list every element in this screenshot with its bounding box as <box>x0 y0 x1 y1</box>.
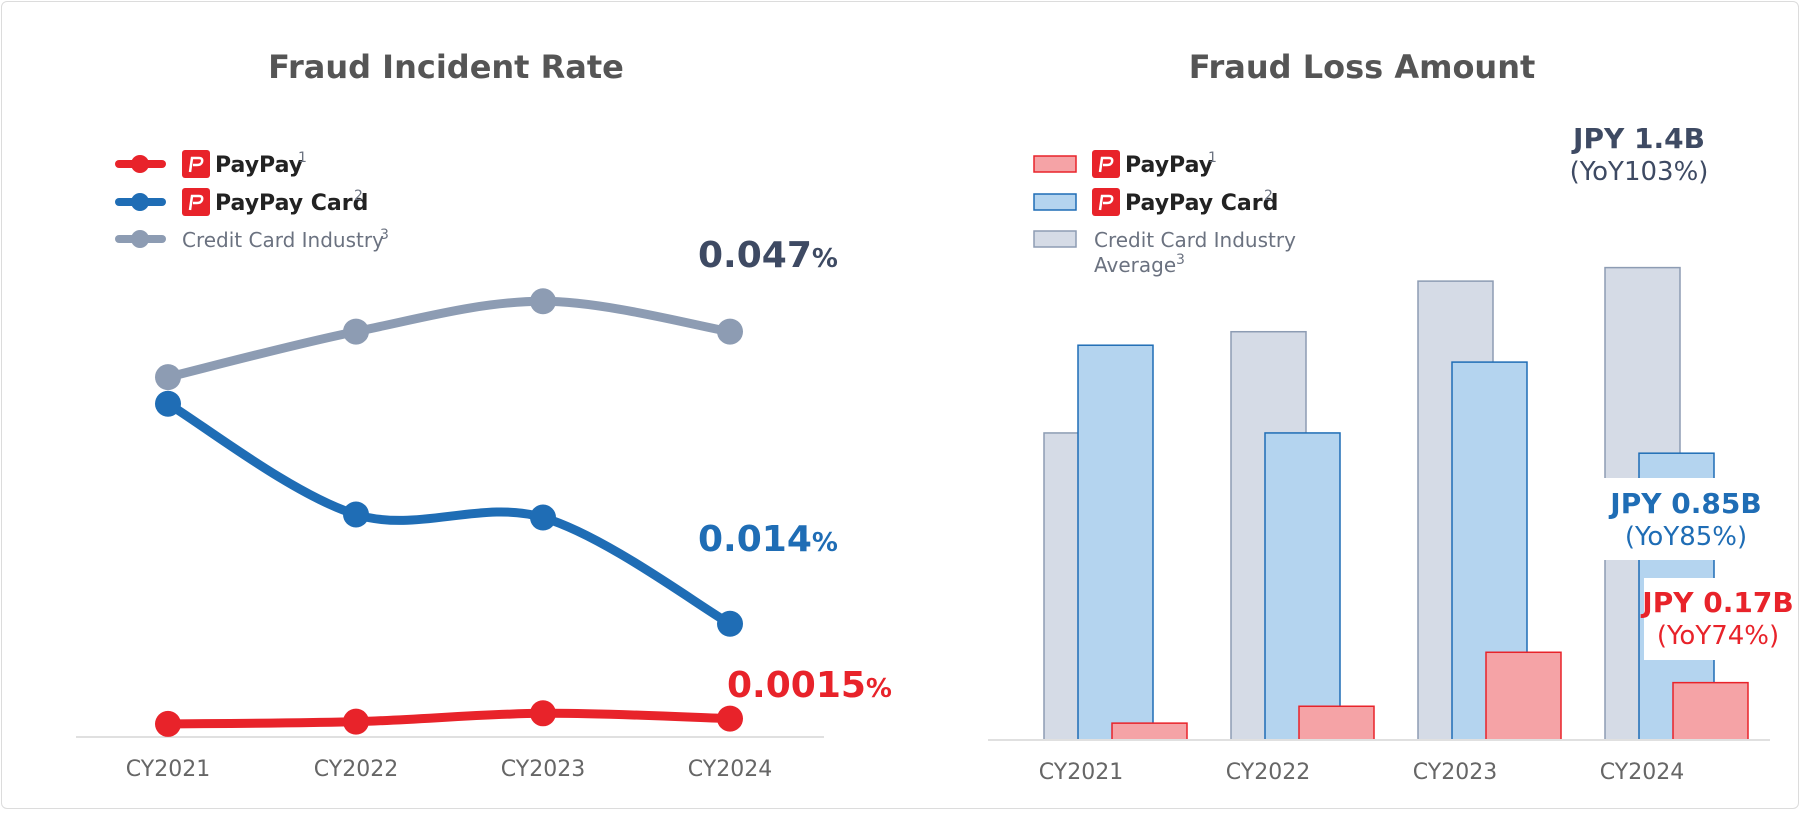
card-amount-yoy: (YoY85%) <box>1625 522 1747 552</box>
point-paypay-card-cy2021 <box>155 390 181 417</box>
legend-bar-label-paypay-card: PayPay Card <box>1125 191 1278 216</box>
bar-x-tick-cy2022: CY2022 <box>1226 760 1310 785</box>
legend-swatch-paypay-card <box>1033 193 1077 211</box>
legend-item-industry: Credit Card Industry 3 <box>115 227 389 252</box>
industry-amount-value: JPY 1.4B <box>1571 122 1705 155</box>
point-paypay-card-cy2024 <box>717 610 743 637</box>
incident-rate-title: Fraud Incident Rate <box>268 48 624 86</box>
legend-bar-label-paypay: PayPay <box>1125 153 1213 178</box>
legend-bar-label-industry: Credit Card Industry <box>1094 228 1296 252</box>
paypay-amount-label-bg <box>1644 578 1792 660</box>
bar-paypay-cy2022 <box>1298 705 1375 741</box>
card-amount-label-bg <box>1602 478 1770 560</box>
legend-label-paypay: PayPay <box>215 153 303 178</box>
x-tick-cy2021: CY2021 <box>126 757 210 782</box>
bar-paypay-cy2024 <box>1672 681 1749 741</box>
legend-marker-paypay-card <box>131 193 149 211</box>
value-label-card-rate: 0.014% <box>698 519 838 560</box>
legend-bar-label-industry-2: Average <box>1094 253 1176 277</box>
card-amount-value: JPY 0.85B <box>1608 487 1761 520</box>
point-credit-card-industry-cy2023 <box>530 288 556 315</box>
paypay-amount-value: JPY 0.17B <box>1640 586 1793 619</box>
incident-x-ticks: CY2021 CY2022 CY2023 CY2024 <box>126 757 772 782</box>
bar-paypay-card-cy2022 <box>1264 432 1341 741</box>
legend-swatch-paypay <box>1033 155 1077 173</box>
label-paypay-amount: JPY 0.17B (YoY74%) <box>1640 578 1794 660</box>
legend-marker-industry <box>131 230 149 248</box>
incident-legend: PayPay 1 PayPay Card 2 Credit Card Indus… <box>115 150 389 252</box>
point-credit-card-industry-cy2022 <box>343 318 369 345</box>
series-line-credit-card-industry <box>163 296 735 382</box>
point-credit-card-industry-cy2021 <box>155 364 181 391</box>
legend-item-paypay: PayPay 1 <box>115 150 307 178</box>
legend-swatch-industry <box>1033 230 1077 248</box>
legend-item-paypay-card: PayPay Card 2 <box>115 188 368 216</box>
x-tick-cy2023: CY2023 <box>501 757 585 782</box>
point-paypay-cy2023 <box>530 700 556 727</box>
paypay-rate-number: 0.0015 <box>727 665 866 706</box>
card-rate-percent: % <box>812 528 838 558</box>
point-paypay-card-cy2023 <box>530 504 556 531</box>
legend-marker-paypay <box>131 155 149 173</box>
loss-amount-title: Fraud Loss Amount <box>1189 48 1536 86</box>
legend-bar-sup-industry: 3 <box>1176 252 1185 268</box>
bar-paypay-card-cy2021 <box>1077 344 1154 741</box>
point-paypay-cy2024 <box>717 705 743 732</box>
paypay-rate-percent: % <box>866 674 892 704</box>
legend-label-paypay-card: PayPay Card <box>215 191 368 216</box>
value-label-paypay-rate: 0.0015% <box>727 665 892 706</box>
bar-paypay-cy2023 <box>1485 651 1562 741</box>
legend-sup-paypay-card: 2 <box>354 188 363 204</box>
paypay-logo-icon <box>182 188 210 216</box>
label-industry-amount: JPY 1.4B (YoY103%) <box>1570 122 1709 187</box>
legend-sup-paypay: 1 <box>298 150 307 166</box>
loss-amount-chart: Fraud Loss Amount PayPay 1 PayPay Card 2 <box>988 48 1794 785</box>
legend-bar-sup-paypay: 1 <box>1208 150 1217 166</box>
paypay-logo-icon <box>182 150 210 178</box>
legend-item-industry-bar: Credit Card Industry Average 3 <box>1033 228 1296 277</box>
label-card-amount: JPY 0.85B (YoY85%) <box>1602 478 1770 560</box>
point-paypay-cy2022 <box>343 708 369 735</box>
card-rate-number: 0.014 <box>698 519 812 560</box>
paypay-amount-yoy: (YoY74%) <box>1657 621 1779 651</box>
paypay-logo-icon <box>1092 188 1120 216</box>
bar-paypay-cy2021 <box>1111 722 1188 741</box>
industry-amount-yoy: (YoY103%) <box>1570 157 1709 187</box>
incident-series <box>155 288 743 737</box>
point-paypay-cy2021 <box>155 710 181 737</box>
x-tick-cy2022: CY2022 <box>314 757 398 782</box>
legend-label-industry: Credit Card Industry <box>182 228 384 252</box>
value-label-industry-rate: 0.047% <box>698 235 838 276</box>
point-credit-card-industry-cy2024 <box>717 318 743 345</box>
point-paypay-card-cy2022 <box>343 501 369 528</box>
legend-sup-industry: 3 <box>380 227 389 243</box>
loss-bars <box>1043 266 1749 741</box>
x-tick-cy2024: CY2024 <box>688 757 772 782</box>
series-line-paypay-card <box>163 399 735 629</box>
incident-rate-chart: Fraud Incident Rate PayPay 1 <box>76 48 892 782</box>
paypay-logo-icon <box>1092 150 1120 178</box>
industry-rate-percent: % <box>812 244 838 274</box>
loss-legend: PayPay 1 PayPay Card 2 Credit Card Indus… <box>1033 150 1296 277</box>
legend-item-paypay-bar: PayPay 1 <box>1033 150 1217 178</box>
bar-x-tick-cy2021: CY2021 <box>1039 760 1123 785</box>
bar-x-tick-cy2024: CY2024 <box>1600 760 1684 785</box>
loss-x-ticks: CY2021 CY2022 CY2023 CY2024 <box>1039 760 1684 785</box>
industry-rate-number: 0.047 <box>698 235 812 276</box>
legend-item-paypay-card-bar: PayPay Card 2 <box>1033 188 1278 216</box>
series-line-paypay <box>163 708 735 729</box>
legend-bar-sup-paypay-card: 2 <box>1264 188 1273 204</box>
bar-x-tick-cy2023: CY2023 <box>1413 760 1497 785</box>
